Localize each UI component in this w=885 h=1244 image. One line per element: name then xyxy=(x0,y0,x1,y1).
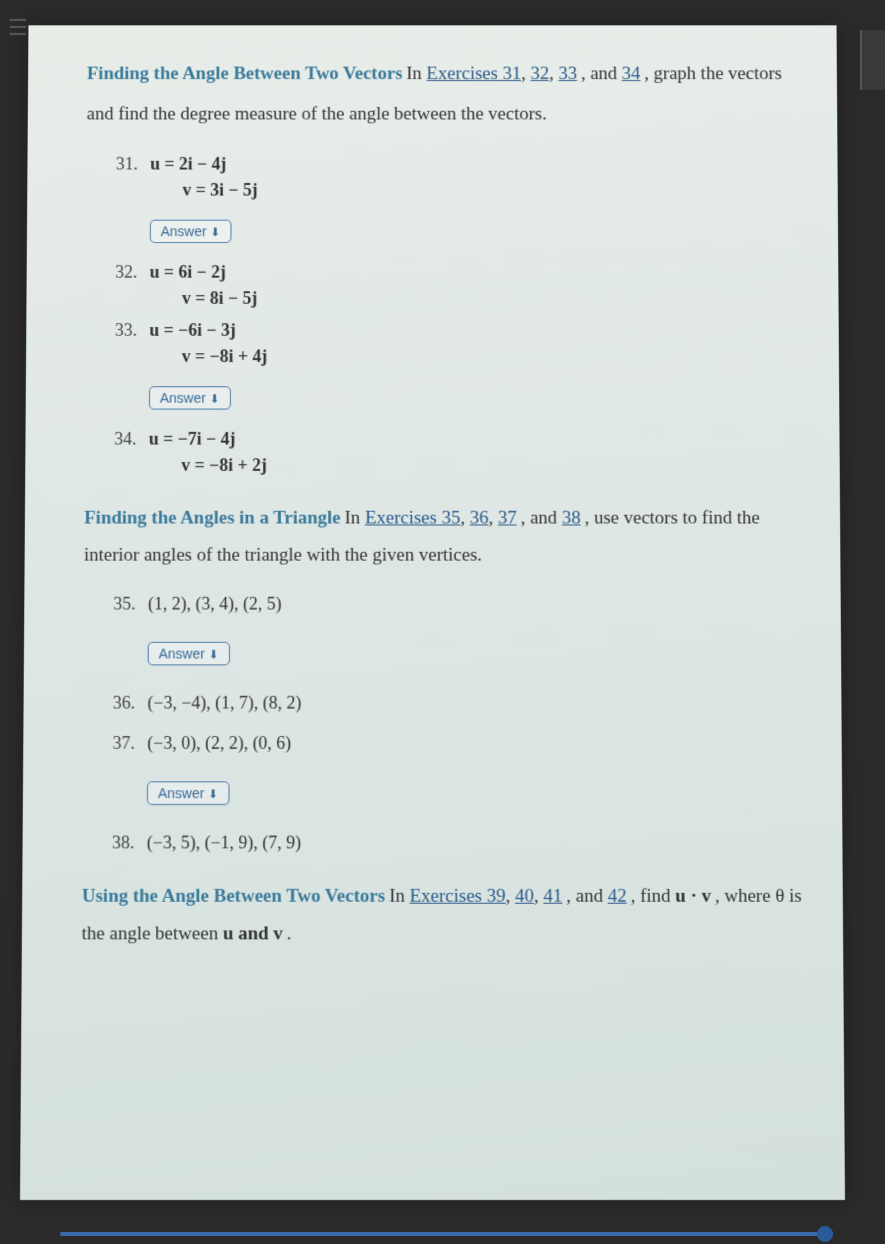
section1-intro: Finding the Angle Between Two Vectors In… xyxy=(87,54,799,134)
answer-button[interactable]: Answer ⬇ xyxy=(147,781,229,805)
link-ex33[interactable]: 33 xyxy=(558,64,577,84)
section3-suffix1: , find xyxy=(631,886,676,907)
link-ex42[interactable]: 42 xyxy=(608,886,627,907)
section1-text-mid: , and xyxy=(581,64,622,84)
menu-icon[interactable]: ☰ xyxy=(8,15,28,41)
down-arrow-icon: ⬇ xyxy=(208,787,218,801)
down-arrow-icon: ⬇ xyxy=(209,647,219,661)
progress-thumb[interactable] xyxy=(817,1226,833,1242)
section3-intro: Using the Angle Between Two Vectors In E… xyxy=(82,878,804,953)
exercise-number: 38. xyxy=(112,832,147,853)
progress-bar[interactable] xyxy=(60,1232,825,1236)
textbook-page: Finding the Angle Between Two Vectors In… xyxy=(20,25,845,1200)
answer-button[interactable]: Answer ⬇ xyxy=(150,219,231,242)
right-sidebar-edge xyxy=(860,30,885,90)
section3-formula: u · v xyxy=(675,886,711,907)
exercise-vertices: (−3, 0), (2, 2), (0, 6) xyxy=(147,733,291,753)
exercise-item: 36.(−3, −4), (1, 7), (8, 2) xyxy=(113,692,802,713)
exercise-number: 33. xyxy=(115,320,150,340)
exercise-item: 33.u = −6i − 3j v = −8i + 4j xyxy=(115,320,800,367)
section2-text-mid: , and xyxy=(521,507,562,527)
exercise-formula-v: v = −8i + 4j xyxy=(182,346,800,366)
exercise-item: 31.u = 2i − 4j v = 3i − 5j xyxy=(116,154,799,200)
exercise-item: 34.u = −7i − 4j v = −8i + 2j xyxy=(114,429,800,476)
exercise-number: 32. xyxy=(115,262,150,282)
section1-text-prefix: In xyxy=(406,64,426,84)
section1-title: Finding the Angle Between Two Vectors xyxy=(87,64,403,84)
link-ex31[interactable]: Exercises 31 xyxy=(426,64,521,84)
section3-text-mid: , and xyxy=(566,886,608,907)
answer-button[interactable]: Answer ⬇ xyxy=(149,386,231,409)
section3-uv: u and v xyxy=(223,923,283,944)
section2-title: Finding the Angles in a Triangle xyxy=(84,507,341,527)
exercise-formula-v: v = 8i − 5j xyxy=(182,288,799,308)
exercise-formula-v: v = −8i + 2j xyxy=(181,455,800,475)
section3-title: Using the Angle Between Two Vectors xyxy=(82,886,385,907)
exercise-vertices: (−3, 5), (−1, 9), (7, 9) xyxy=(147,832,301,852)
link-ex36[interactable]: 36 xyxy=(470,507,489,527)
exercise-number: 31. xyxy=(116,154,150,174)
section3-period: . xyxy=(287,923,292,944)
link-ex40[interactable]: 40 xyxy=(515,886,534,907)
link-ex41[interactable]: 41 xyxy=(543,886,562,907)
section3-text-prefix: In xyxy=(389,886,409,907)
exercise-formula-u: u = 2i − 4j xyxy=(150,154,226,173)
exercise-formula-u: u = −7i − 4j xyxy=(149,429,236,448)
exercise-formula-v: v = 3i − 5j xyxy=(182,180,798,200)
section2-text-prefix: In xyxy=(345,507,365,527)
exercise-vertices: (1, 2), (3, 4), (2, 5) xyxy=(148,593,282,613)
down-arrow-icon: ⬇ xyxy=(210,225,220,239)
exercise-item: 32.u = 6i − 2j v = 8i − 5j xyxy=(115,262,799,308)
exercise-item: 38.(−3, 5), (−1, 9), (7, 9) xyxy=(112,832,803,853)
exercise-item: 35.(1, 2), (3, 4), (2, 5) xyxy=(113,593,801,614)
exercise-number: 34. xyxy=(114,429,149,449)
link-ex37[interactable]: 37 xyxy=(498,507,517,527)
link-ex38[interactable]: 38 xyxy=(562,507,581,527)
link-ex35[interactable]: Exercises 35 xyxy=(365,507,460,527)
link-ex39[interactable]: Exercises 39 xyxy=(410,886,506,907)
link-ex34[interactable]: 34 xyxy=(622,64,641,84)
section2-intro: Finding the Angles in a Triangle In Exer… xyxy=(84,500,801,574)
exercise-formula-u: u = −6i − 3j xyxy=(149,320,236,339)
exercise-vertices: (−3, −4), (1, 7), (8, 2) xyxy=(147,692,301,712)
exercise-formula-u: u = 6i − 2j xyxy=(150,262,226,281)
exercise-number: 35. xyxy=(113,593,148,614)
exercise-number: 36. xyxy=(113,692,148,713)
link-ex32[interactable]: 32 xyxy=(530,64,549,84)
answer-button[interactable]: Answer ⬇ xyxy=(148,641,230,665)
exercise-number: 37. xyxy=(113,733,148,754)
down-arrow-icon: ⬇ xyxy=(210,392,220,406)
exercise-item: 37.(−3, 0), (2, 2), (0, 6) xyxy=(113,733,803,754)
